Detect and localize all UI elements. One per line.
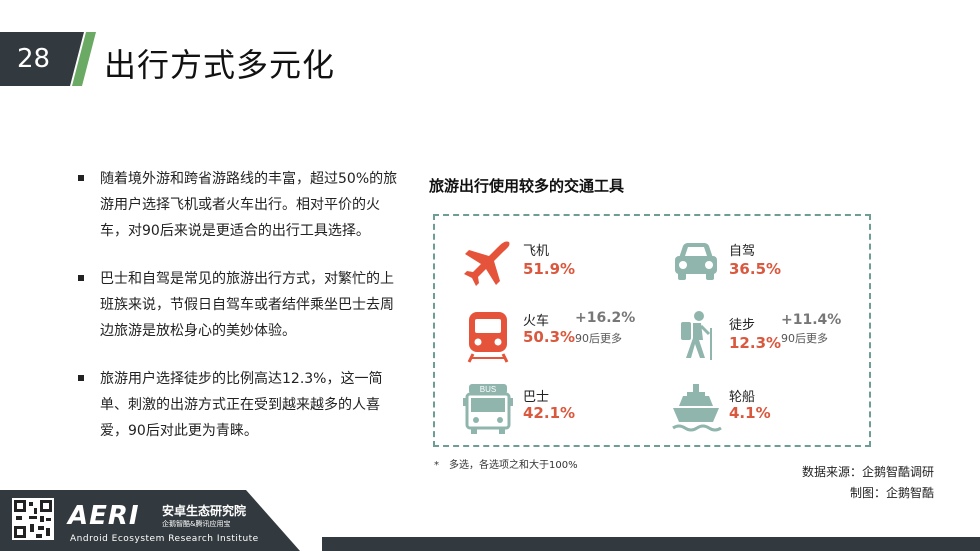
header-accent-slash bbox=[56, 32, 96, 86]
data-source: 数据来源：企鹅智酷调研 bbox=[801, 465, 934, 479]
bullet-text: 旅游用户选择徒步的比例高达12.3%，这一简单、刺激的出游方式正在受到越来越多的… bbox=[100, 371, 383, 439]
qr-code-icon bbox=[12, 498, 54, 540]
car-icon bbox=[675, 243, 717, 280]
transport-percent: 12.3% bbox=[729, 334, 782, 352]
bus-icon: BUS bbox=[463, 384, 513, 434]
growth-delta: +16.2% bbox=[575, 310, 636, 326]
bullet-item: 巴士和自驾是常见的旅游出行方式，对繁忙的上班族来说，节假日自驾车或者结伴乘坐巴士… bbox=[78, 266, 398, 344]
bullet-item: 旅游用户选择徒步的比例高达12.3%，这一简单、刺激的出游方式正在受到越来越多的… bbox=[78, 366, 398, 444]
transport-percent: 50.3% bbox=[523, 328, 576, 346]
page-number: 28 bbox=[0, 32, 70, 86]
institute-name-cn: 安卓生态研究院 bbox=[162, 504, 247, 518]
institute-name-en: Android Ecosystem Research Institute bbox=[70, 534, 259, 544]
train-icon bbox=[467, 312, 509, 363]
bullet-text: 巴士和自驾是常见的旅游出行方式，对繁忙的上班族来说，节假日自驾车或者结伴乘坐巴士… bbox=[100, 271, 394, 339]
transport-item-bus: BUS 巴士 42.1% bbox=[461, 382, 651, 442]
institute-partners: 企鹅智酷&腾讯应用宝 bbox=[162, 520, 231, 528]
footer-bar bbox=[322, 537, 980, 551]
transport-name: 自驾 bbox=[729, 244, 756, 259]
bus-sign-text: BUS bbox=[480, 385, 496, 394]
panel-title: 旅游出行使用较多的交通工具 bbox=[429, 177, 625, 195]
transport-percent: 4.1% bbox=[729, 404, 771, 422]
transport-panel: 飞机 51.9% 自驾 36.5% 火车 50.3% +16.2% 90后更多 bbox=[433, 214, 871, 447]
transport-name: 徒步 bbox=[729, 318, 756, 333]
transport-name: 飞机 bbox=[523, 244, 550, 259]
transport-item-airplane: 飞机 51.9% bbox=[461, 236, 651, 296]
transport-name: 巴士 bbox=[523, 390, 550, 405]
transport-item-ship: 轮船 4.1% bbox=[669, 382, 859, 442]
transport-percent: 36.5% bbox=[729, 260, 782, 278]
chart-credit: 制图：企鹅智酷 bbox=[849, 486, 934, 500]
footnote: * 多选，各选项之和大于100% bbox=[434, 460, 578, 471]
transport-item-car: 自驾 36.5% bbox=[669, 236, 859, 296]
transport-item-hiking: 徒步 12.3% +11.4% 90后更多 bbox=[669, 310, 869, 370]
bullet-text: 随着境外游和跨省游路线的丰富，超过50%的旅游用户选择飞机或者火车出行。相对平价… bbox=[100, 171, 398, 239]
hiker-icon bbox=[681, 311, 712, 360]
airplane-icon bbox=[464, 241, 510, 286]
transport-name: 火车 bbox=[523, 314, 550, 329]
bullet-marker bbox=[78, 166, 100, 244]
ship-icon bbox=[672, 384, 722, 432]
bullet-marker bbox=[78, 266, 100, 344]
aeri-logo: AERI bbox=[68, 501, 140, 531]
bullet-list: 随着境外游和跨省游路线的丰富，超过50%的旅游用户选择飞机或者火车出行。相对平价… bbox=[78, 166, 398, 466]
transport-percent: 42.1% bbox=[523, 404, 576, 422]
bullet-marker bbox=[78, 366, 100, 444]
growth-note: 90后更多 bbox=[781, 332, 828, 345]
growth-delta: +11.4% bbox=[781, 312, 842, 328]
transport-name: 轮船 bbox=[729, 390, 756, 405]
page-title: 出行方式多元化 bbox=[104, 46, 336, 84]
transport-item-train: 火车 50.3% +16.2% 90后更多 bbox=[461, 310, 661, 370]
growth-note: 90后更多 bbox=[575, 332, 622, 345]
bullet-item: 随着境外游和跨省游路线的丰富，超过50%的旅游用户选择飞机或者火车出行。相对平价… bbox=[78, 166, 398, 244]
transport-percent: 51.9% bbox=[523, 260, 576, 278]
